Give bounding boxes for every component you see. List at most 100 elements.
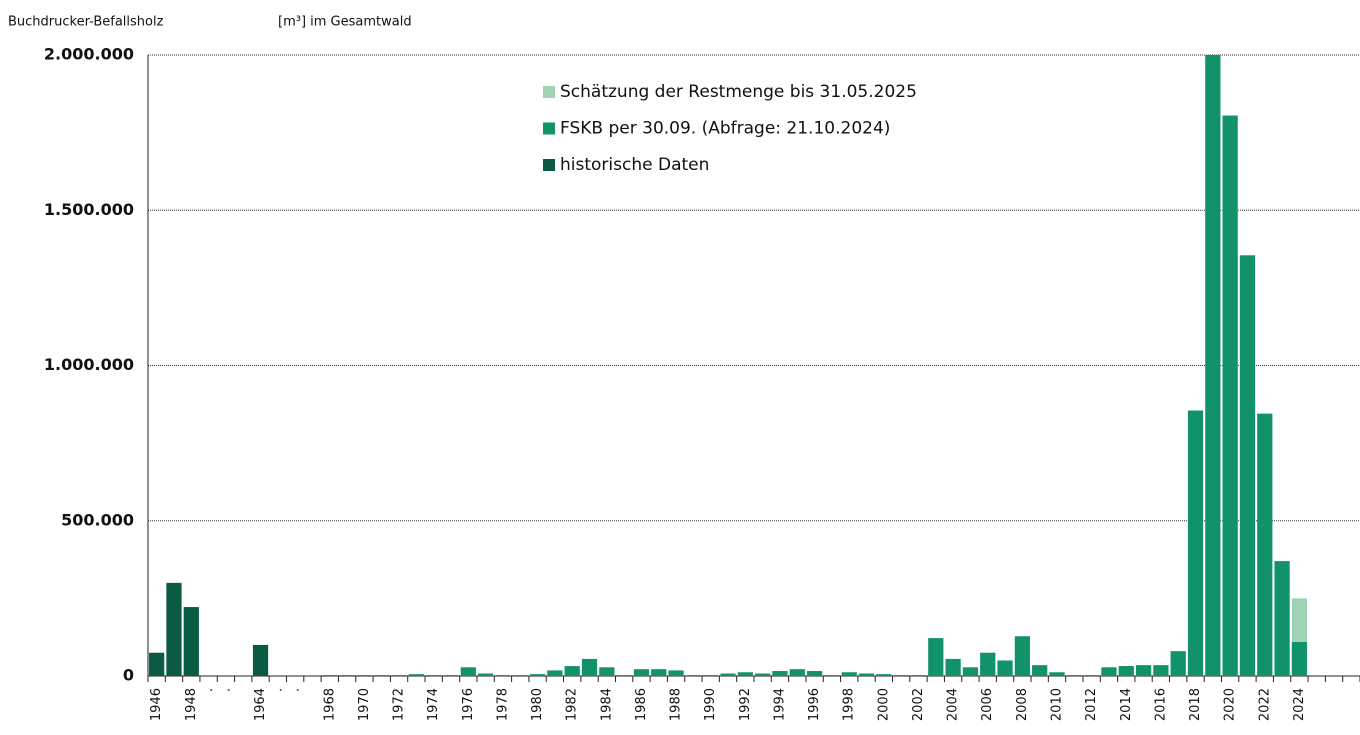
x-tick-label: . — [270, 688, 285, 692]
bar — [1291, 598, 1308, 642]
x-tick-label: 2024 — [1292, 688, 1307, 721]
bar — [806, 671, 823, 676]
bar — [252, 644, 269, 676]
bar — [616, 675, 632, 676]
bar — [755, 673, 771, 676]
bar — [1205, 55, 1221, 676]
bar — [910, 675, 927, 676]
x-tick-label: . — [288, 688, 303, 692]
bar — [633, 669, 650, 676]
x-tick-label: 1982 — [565, 688, 580, 721]
y-tick-label: 1.000.000 — [44, 355, 134, 374]
bar — [512, 675, 528, 676]
x-tick-label: 2022 — [1257, 688, 1272, 721]
bar — [547, 670, 563, 676]
bar — [426, 675, 442, 676]
y-tick-label: 0 — [123, 666, 134, 685]
bar — [841, 672, 857, 676]
legend-label: historische Daten — [560, 155, 709, 175]
bar — [581, 658, 598, 676]
bar — [599, 667, 615, 676]
bar — [772, 671, 788, 676]
bar — [980, 652, 996, 676]
bar — [1014, 636, 1030, 676]
bar — [789, 669, 805, 676]
bar — [1153, 665, 1169, 676]
bar — [928, 638, 944, 676]
x-tick-label: 2004 — [946, 688, 961, 721]
x-tick-label: . — [218, 688, 233, 692]
y-tick-label: 500.000 — [61, 510, 134, 529]
bar — [322, 675, 338, 676]
bar — [166, 582, 182, 676]
x-tick-label: 2010 — [1050, 688, 1065, 721]
bar — [858, 673, 875, 676]
x-tick-label: 1948 — [184, 688, 199, 721]
bar — [460, 667, 476, 676]
bar — [824, 675, 840, 676]
x-tick-label: 1976 — [461, 688, 476, 721]
x-tick-label: 1992 — [738, 688, 753, 721]
x-tick-label: 1998 — [842, 688, 857, 721]
bar — [495, 675, 511, 676]
bar — [1170, 651, 1186, 676]
bar — [685, 675, 702, 676]
bar — [374, 675, 390, 676]
bar — [1187, 410, 1204, 676]
bar — [1257, 413, 1273, 676]
x-tick-label: 1986 — [634, 688, 649, 721]
x-tick-label: 2016 — [1153, 688, 1168, 721]
bar — [478, 673, 494, 676]
y-axis-unit: [m³] im Gesamtwald — [278, 15, 412, 30]
x-tick-label: 2020 — [1223, 688, 1238, 721]
x-tick-label: 1984 — [599, 688, 614, 721]
y-tick-label: 1.500.000 — [44, 200, 134, 219]
bar — [651, 669, 667, 676]
legend-swatch — [543, 86, 555, 98]
bar — [339, 675, 355, 676]
x-tick-label: 1988 — [669, 688, 684, 721]
legend-swatch — [543, 159, 555, 171]
bar — [997, 660, 1013, 676]
x-tick-label: 1990 — [703, 688, 718, 721]
bar — [391, 675, 407, 676]
bar — [737, 672, 753, 676]
bar — [356, 675, 373, 676]
x-tick-label: 2006 — [980, 688, 995, 721]
x-tick-label: 2018 — [1188, 688, 1203, 721]
bar — [183, 607, 199, 676]
y-axis-label: Buchdrucker-Befallsholz — [8, 15, 164, 30]
y-tick-label: 2.000.000 — [44, 45, 134, 64]
bar — [1049, 672, 1065, 676]
legend-label: Schätzung der Restmenge bis 31.05.2025 — [560, 82, 917, 102]
x-tick-label: 1996 — [807, 688, 822, 721]
bar — [443, 675, 459, 676]
x-tick-label: 2002 — [911, 688, 926, 721]
x-tick-label: 1974 — [426, 688, 441, 721]
bar — [1066, 675, 1082, 676]
bar — [876, 674, 892, 676]
x-tick-label: 1972 — [392, 688, 407, 721]
bar — [668, 670, 684, 676]
x-tick-label: 1978 — [495, 688, 510, 721]
bar — [945, 658, 961, 676]
x-tick-label: 2000 — [876, 688, 891, 721]
x-tick-label: 1968 — [322, 688, 337, 721]
bar — [529, 674, 546, 676]
x-tick-label: 1980 — [530, 688, 545, 721]
bar — [1118, 666, 1134, 676]
x-tick-label: 1946 — [149, 688, 164, 721]
bar — [1032, 665, 1048, 676]
x-tick-label: 1964 — [253, 688, 268, 721]
x-tick-label: . — [201, 688, 216, 692]
bar — [1291, 641, 1308, 676]
x-tick-label: 1970 — [357, 688, 372, 721]
legend-swatch — [543, 122, 555, 135]
bar — [1101, 667, 1117, 676]
bar — [1274, 561, 1290, 676]
bar — [720, 673, 736, 676]
bar — [564, 666, 580, 676]
x-tick-label: 2014 — [1119, 688, 1134, 721]
bar — [893, 675, 909, 676]
